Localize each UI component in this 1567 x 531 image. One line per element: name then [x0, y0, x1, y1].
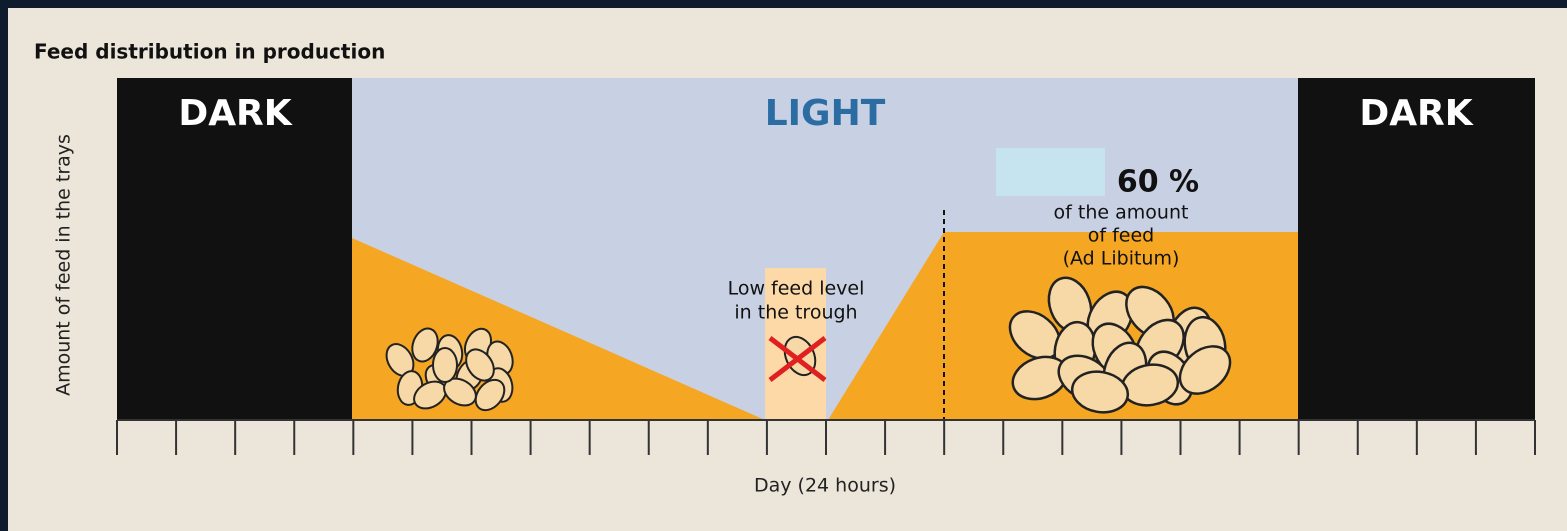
x-axis-label: Day (24 hours) [754, 475, 896, 497]
seed [411, 327, 439, 363]
percent: 60 % [1117, 165, 1199, 200]
note-line: of feed [1088, 225, 1154, 247]
seed [432, 347, 458, 383]
dark-label: DARK [1359, 93, 1473, 134]
light-label: LIGHT [765, 93, 886, 134]
note-line: in the trough [734, 302, 857, 324]
seed [465, 348, 495, 382]
seed [474, 378, 506, 412]
dark-left [117, 78, 352, 420]
title: Feed distribution in production [34, 40, 385, 64]
note-line: of the amount [1054, 202, 1189, 224]
label-box [996, 148, 1105, 196]
seeds-small [385, 327, 514, 412]
note-line: Low feed level [728, 278, 865, 300]
seeds-big [1008, 276, 1232, 414]
dark-right [1298, 78, 1535, 420]
dark-label: DARK [178, 93, 292, 134]
y-axis-label: Amount of feed in the trays [53, 134, 75, 396]
ticks [116, 420, 1536, 455]
cross [768, 336, 827, 382]
seed [1070, 370, 1130, 414]
note-line: (Ad Libitum) [1063, 248, 1180, 270]
seed [1178, 345, 1232, 395]
